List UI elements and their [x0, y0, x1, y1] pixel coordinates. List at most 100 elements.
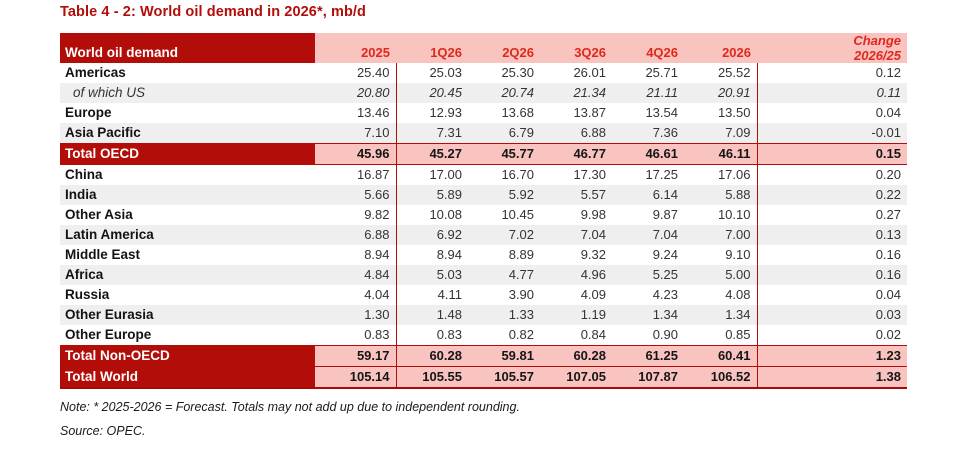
column-header-change: Change 2026/25 [757, 33, 907, 63]
cell-change: 0.12 [757, 63, 907, 83]
cell-3q26: 4.96 [540, 265, 612, 285]
cell-4q26: 46.61 [612, 143, 684, 165]
table-row: Americas 25.40 25.03 25.30 26.01 25.71 2… [60, 63, 907, 83]
cell-3q26: 13.87 [540, 103, 612, 123]
cell-2q26: 0.82 [468, 325, 540, 346]
cell-2026: 60.41 [684, 345, 758, 367]
cell-2025: 6.88 [315, 225, 397, 245]
cell-change: 0.20 [757, 164, 907, 185]
cell-2025: 20.80 [315, 83, 397, 103]
table-row: Africa 4.84 5.03 4.77 4.96 5.25 5.00 0.1… [60, 265, 907, 285]
table-row: China 16.87 17.00 16.70 17.30 17.25 17.0… [60, 164, 907, 185]
column-header-2026: 2026 [684, 33, 757, 63]
cell-1q26: 45.27 [396, 143, 468, 165]
cell-change: 0.02 [757, 325, 907, 346]
cell-change: 0.03 [757, 305, 907, 325]
table-row: Europe 13.46 12.93 13.68 13.87 13.54 13.… [60, 103, 907, 123]
cell-change: 1.23 [757, 345, 907, 367]
cell-3q26: 9.98 [540, 205, 612, 225]
table-row: Total World 105.14 105.55 105.57 107.05 … [60, 366, 907, 389]
column-header-2025: 2025 [315, 33, 396, 63]
cell-4q26: 13.54 [612, 103, 684, 123]
cell-3q26: 107.05 [540, 366, 612, 389]
cell-4q26: 0.90 [612, 325, 684, 346]
cell-2025: 105.14 [315, 366, 397, 389]
cell-2q26: 25.30 [468, 63, 540, 83]
cell-2q26: 8.89 [468, 245, 540, 265]
cell-2q26: 16.70 [468, 164, 540, 185]
cell-4q26: 21.11 [612, 83, 684, 103]
cell-2026: 25.52 [684, 63, 758, 83]
cell-4q26: 9.24 [612, 245, 684, 265]
cell-change: 0.04 [757, 103, 907, 123]
cell-2026: 7.09 [684, 123, 758, 144]
cell-3q26: 46.77 [540, 143, 612, 165]
source-note: Source: OPEC. [60, 424, 146, 438]
cell-2q26: 45.77 [468, 143, 540, 165]
cell-4q26: 4.23 [612, 285, 684, 305]
row-label: Russia [60, 285, 315, 305]
table-row: Total OECD 45.96 45.27 45.77 46.77 46.61… [60, 143, 907, 165]
row-label: Other Europe [60, 325, 315, 346]
cell-change: 0.27 [757, 205, 907, 225]
table-row: Total Non-OECD 59.17 60.28 59.81 60.28 6… [60, 345, 907, 367]
cell-3q26: 17.30 [540, 164, 612, 185]
row-label: Latin America [60, 225, 315, 245]
cell-3q26: 21.34 [540, 83, 612, 103]
change-header-line1: Change [853, 33, 901, 48]
cell-4q26: 9.87 [612, 205, 684, 225]
cell-4q26: 7.04 [612, 225, 684, 245]
cell-1q26: 5.03 [396, 265, 468, 285]
cell-2025: 4.84 [315, 265, 397, 285]
table-row: Middle East 8.94 8.94 8.89 9.32 9.24 9.1… [60, 245, 907, 265]
cell-2026: 17.06 [684, 164, 758, 185]
cell-3q26: 4.09 [540, 285, 612, 305]
table-row: Russia 4.04 4.11 3.90 4.09 4.23 4.08 0.0… [60, 285, 907, 305]
cell-1q26: 60.28 [396, 345, 468, 367]
cell-2q26: 10.45 [468, 205, 540, 225]
cell-2025: 59.17 [315, 345, 397, 367]
cell-change: 0.16 [757, 245, 907, 265]
header-world-oil-demand: World oil demand [60, 33, 315, 63]
cell-3q26: 60.28 [540, 345, 612, 367]
table-title: Table 4 - 2: World oil demand in 2026*, … [60, 4, 367, 20]
cell-1q26: 20.45 [396, 83, 468, 103]
table-row: India 5.66 5.89 5.92 5.57 6.14 5.88 0.22 [60, 185, 907, 205]
cell-change: 0.11 [757, 83, 907, 103]
cell-4q26: 25.71 [612, 63, 684, 83]
column-header-4q26: 4Q26 [612, 33, 684, 63]
cell-2026: 46.11 [684, 143, 758, 165]
cell-1q26: 105.55 [396, 366, 468, 389]
cell-1q26: 5.89 [396, 185, 468, 205]
cell-4q26: 6.14 [612, 185, 684, 205]
cell-2q26: 4.77 [468, 265, 540, 285]
cell-3q26: 6.88 [540, 123, 612, 144]
table-row: Other Eurasia 1.30 1.48 1.33 1.19 1.34 1… [60, 305, 907, 325]
cell-change: 0.04 [757, 285, 907, 305]
cell-4q26: 17.25 [612, 164, 684, 185]
cell-2025: 9.82 [315, 205, 397, 225]
cell-2025: 4.04 [315, 285, 397, 305]
cell-2025: 1.30 [315, 305, 397, 325]
table-row: Other Asia 9.82 10.08 10.45 9.98 9.87 10… [60, 205, 907, 225]
change-header-line2: 2026/25 [854, 48, 901, 63]
cell-2026: 9.10 [684, 245, 758, 265]
cell-2q26: 13.68 [468, 103, 540, 123]
cell-2025: 0.83 [315, 325, 397, 346]
cell-3q26: 5.57 [540, 185, 612, 205]
cell-1q26: 10.08 [396, 205, 468, 225]
cell-2026: 5.00 [684, 265, 758, 285]
table-row: Asia Pacific 7.10 7.31 6.79 6.88 7.36 7.… [60, 123, 907, 144]
row-label: China [60, 164, 315, 185]
cell-1q26: 4.11 [396, 285, 468, 305]
world-oil-demand-table: World oil demand 2025 1Q26 2Q26 3Q26 4Q2… [60, 33, 907, 389]
column-header-2q26: 2Q26 [468, 33, 540, 63]
cell-3q26: 1.19 [540, 305, 612, 325]
table-row: Latin America 6.88 6.92 7.02 7.04 7.04 7… [60, 225, 907, 245]
cell-1q26: 8.94 [396, 245, 468, 265]
cell-1q26: 17.00 [396, 164, 468, 185]
table-row: of which US 20.80 20.45 20.74 21.34 21.1… [60, 83, 907, 103]
cell-2q26: 1.33 [468, 305, 540, 325]
cell-2026: 4.08 [684, 285, 758, 305]
